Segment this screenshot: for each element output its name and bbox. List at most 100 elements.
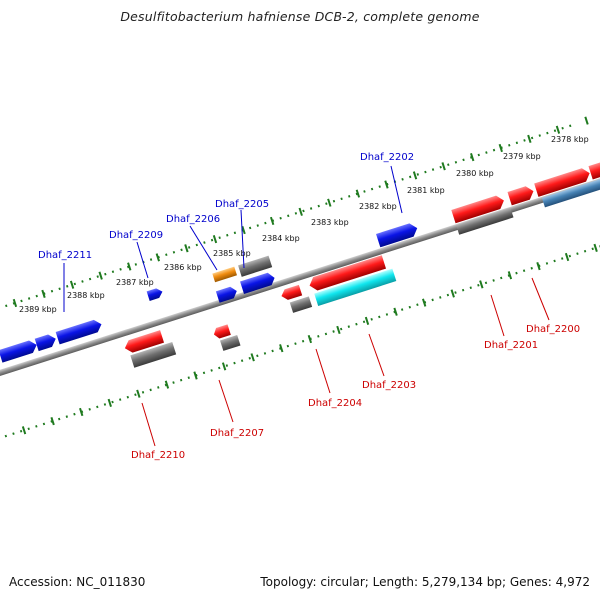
gene-box[interactable] [289, 296, 313, 313]
ruler-tick [412, 171, 418, 180]
gene-label[interactable]: Dhaf_2211 [38, 250, 92, 261]
gene-arrow[interactable] [215, 285, 239, 303]
gene-arrow[interactable] [212, 324, 231, 339]
ruler-tick [355, 189, 361, 198]
gene-arrow[interactable] [55, 318, 104, 345]
ruler-tick [555, 125, 561, 134]
ruler-tick [41, 289, 46, 299]
ruler-tick [470, 152, 475, 162]
ruler-tick [193, 371, 198, 380]
ruler-tick [327, 198, 332, 207]
ruler-tick [564, 252, 570, 262]
ruler-tick [269, 216, 275, 226]
leader-line [490, 294, 505, 337]
ruler-tick [164, 380, 170, 389]
gene-label[interactable]: Dhaf_2202 [360, 152, 414, 163]
ruler-tick [184, 244, 189, 253]
ruler-tick [422, 298, 427, 307]
gene-arrow[interactable] [34, 333, 58, 352]
gene-box[interactable] [238, 255, 273, 277]
gene-label[interactable]: Dhaf_2205 [215, 199, 269, 210]
ruler-label: 2389 kbp [19, 305, 57, 314]
ruler-label: 2384 kbp [262, 234, 300, 243]
label-leaders [63, 165, 550, 447]
gene-arrow[interactable] [507, 184, 535, 206]
gene-label[interactable]: Dhaf_2201 [484, 340, 538, 351]
gene-label[interactable]: Dhaf_2210 [131, 450, 185, 461]
ruler-label: 2385 kbp [213, 249, 251, 258]
leader-line [240, 209, 245, 269]
gene-box[interactable] [220, 334, 241, 351]
leader-line [315, 348, 331, 394]
ruler-tick [527, 134, 532, 143]
gene-label[interactable]: Dhaf_2200 [526, 324, 580, 335]
ruler-tick [279, 344, 284, 353]
ruler-tick [212, 235, 218, 244]
gene-arrow[interactable] [0, 339, 39, 363]
ruler-label: 2381 kbp [407, 186, 445, 195]
ruler-tick [107, 398, 112, 408]
ruler-forward [0, 116, 589, 320]
ruler-reverse [4, 240, 600, 438]
ruler-label: 2383 kbp [311, 218, 349, 227]
gene-box-dhaf-2203[interactable] [314, 268, 397, 306]
leader-line [189, 225, 218, 271]
ruler-tick [241, 225, 246, 235]
ruler-label: 2386 kbp [164, 263, 202, 272]
ruler-tick [155, 253, 160, 262]
reverse-gene-labels: Dhaf_2200 Dhaf_2201 Dhaf_2203 Dhaf_2204 … [131, 324, 580, 461]
ruler-labels: 2378 kbp 2379 kbp 2380 kbp 2381 kbp 2382… [19, 135, 589, 314]
leader-line [136, 241, 149, 279]
gene-arrow[interactable] [240, 271, 276, 294]
ruler-label: 2379 kbp [503, 152, 541, 161]
leader-line [390, 165, 403, 214]
ruler-tick [127, 262, 132, 271]
ruler-label: 2380 kbp [456, 169, 494, 178]
ruler-label: 2388 kbp [67, 291, 105, 300]
gene-arrow[interactable] [123, 330, 165, 354]
ruler-tick [364, 316, 370, 325]
gene-box[interactable] [541, 177, 600, 208]
gene-arrow[interactable] [451, 194, 506, 224]
gene-label[interactable]: Dhaf_2203 [362, 380, 416, 391]
ruler-tick [79, 407, 84, 417]
ruler-tick [98, 271, 103, 280]
map-title: Desulfitobacterium hafniense DCB-2, comp… [120, 9, 480, 24]
gene-label[interactable]: Dhaf_2206 [166, 214, 220, 225]
ruler-tick [498, 143, 503, 153]
ruler-tick [21, 426, 27, 435]
leader-line [368, 333, 385, 377]
leader-line [218, 379, 234, 423]
gene-arrow[interactable] [588, 159, 600, 180]
ruler-tick [221, 362, 227, 371]
ruler-tick [450, 289, 455, 298]
gene-box[interactable] [130, 342, 177, 368]
ruler-tick [307, 334, 313, 344]
gene-arrow[interactable] [280, 284, 303, 302]
forward-gene-labels: Dhaf_2202 Dhaf_2205 Dhaf_2206 Dhaf_2209 … [38, 152, 414, 261]
gene-box[interactable] [456, 207, 514, 235]
gene-label[interactable]: Dhaf_2209 [109, 230, 163, 241]
ruler-tick [393, 307, 398, 316]
ruler-tick [298, 207, 303, 216]
ruler-tick [593, 243, 598, 252]
gene-arrow[interactable] [146, 287, 164, 301]
genome-summary-text: Topology: circular; Length: 5,279,134 bp… [260, 575, 590, 589]
ruler-tick [536, 261, 541, 271]
gene-arrow[interactable] [534, 166, 592, 197]
ruler-label: 2382 kbp [359, 202, 397, 211]
ruler-tick [336, 325, 341, 335]
ruler-tick [69, 280, 75, 289]
ruler-label: 2378 kbp [551, 135, 589, 144]
gene-arrow[interactable] [307, 255, 387, 292]
ruler-tick [136, 389, 141, 398]
gene-arrow-dhaf-2202[interactable] [376, 222, 419, 248]
gene-label[interactable]: Dhaf_2207 [210, 428, 264, 439]
gene-label[interactable]: Dhaf_2204 [308, 398, 362, 409]
ruler-tick [250, 353, 255, 362]
ruler-tick [50, 417, 55, 426]
accession-text: Accession: NC_011830 [9, 575, 146, 589]
gene-arrow-dhaf-2206[interactable] [212, 266, 237, 283]
ruler-label: 2387 kbp [116, 278, 154, 287]
